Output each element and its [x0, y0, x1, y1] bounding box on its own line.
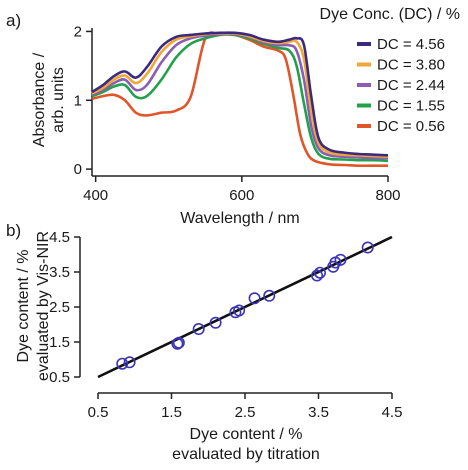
- series-line-056: [91, 31, 388, 168]
- panel-b-x-tick-label: 1.5: [161, 404, 182, 421]
- panel-b-ylabel-line2: evaluated by Vis-NIR: [35, 231, 52, 381]
- panel-a-ylabel-line2: arb. units: [50, 67, 67, 133]
- panel-b-y-tick-label: 1.5: [49, 334, 70, 351]
- scatter-point: [209, 316, 222, 329]
- panel-b-axes: 0.5 1.5 2.5 3.5 4.5 0.5 1.5 2.5 3.5 4.5: [49, 229, 402, 421]
- panel-b-ylabel-line1: Dye content / %: [15, 250, 32, 363]
- scatter-point: [334, 253, 347, 266]
- panel-a: a) Absorbance / arb. units 400 600 800012 …: [6, 6, 460, 227]
- panel-a-x-tick-label: 400: [83, 187, 108, 204]
- panel-a-x-tick-label: 600: [229, 187, 254, 204]
- panel-b: b) Dye content / % evaluated by Vis-NIR …: [6, 221, 402, 463]
- panel-b-x-tick-label: 0.5: [88, 404, 109, 421]
- panel-b-xlabel-line2: evaluated by titration: [172, 446, 320, 463]
- scatter-point: [263, 289, 276, 302]
- series-line-456: [91, 31, 389, 157]
- panel-a-legend: DC = 4.56 DC = 3.80 DC = 2.44 DC = 1.55 DC =…: [357, 36, 445, 135]
- panel-a-y-tick-label: 0: [74, 161, 82, 178]
- scatter-point: [171, 337, 184, 350]
- panel-b-x-tick-label: 3.5: [308, 404, 329, 421]
- scatter-point: [248, 292, 261, 305]
- panel-a-y-tick-label: 1: [74, 92, 82, 109]
- legend-label: DC = 1.55: [377, 98, 445, 115]
- legend-title: Dye Conc. (DC) / %: [320, 6, 460, 23]
- series-line-155: [91, 33, 389, 163]
- scatter-point: [313, 266, 326, 279]
- panel-a-label: a): [6, 11, 21, 30]
- legend-label: DC = 0.56: [377, 118, 445, 135]
- scatter-point: [233, 304, 246, 317]
- panel-a-ylabel-line1: Absorbance /: [31, 52, 48, 147]
- legend-label: DC = 2.44: [377, 77, 445, 94]
- scatter-point: [311, 269, 324, 282]
- panel-a-series: [91, 31, 389, 168]
- panel-b-fit: [97, 235, 393, 379]
- legend-label: DC = 4.56: [377, 36, 445, 53]
- scatter-point: [361, 241, 374, 254]
- panel-b-x-tick-label: 2.5: [235, 404, 256, 421]
- panel-b-label: b): [6, 221, 21, 240]
- fit-line: [97, 235, 393, 379]
- scatter-point: [123, 356, 136, 369]
- panel-b-points: [116, 241, 374, 370]
- panel-b-y-tick-label: 4.5: [49, 229, 70, 246]
- scatter-point: [192, 323, 205, 336]
- panel-b-y-tick-label: 0.5: [49, 369, 70, 386]
- scatter-point: [172, 336, 185, 349]
- series-line-380: [91, 31, 389, 158]
- panel-a-axes: 400 600 800 0 1 2: [74, 23, 401, 204]
- panel-a-xlabel: Wavelength / nm: [180, 210, 299, 227]
- panel-a-y-tick-label: 2: [74, 23, 82, 40]
- panel-b-y-tick-label: 3.5: [49, 264, 70, 281]
- panel-b-x-tick-label: 4.5: [382, 404, 403, 421]
- scatter-point: [116, 357, 129, 370]
- legend-label: DC = 3.80: [377, 57, 445, 74]
- panel-b-xlabel-line1: Dye content / %: [190, 426, 303, 443]
- panel-b-y-tick-label: 2.5: [49, 299, 70, 316]
- panel-a-x-tick-label: 800: [375, 187, 400, 204]
